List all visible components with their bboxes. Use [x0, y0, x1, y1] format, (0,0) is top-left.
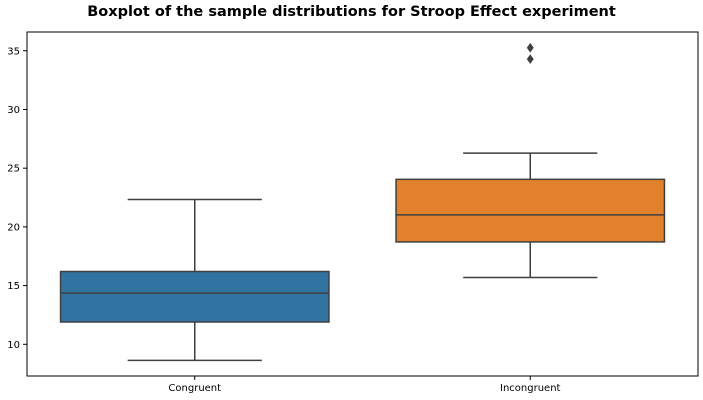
y-tick-label: 20 [7, 222, 20, 233]
y-tick-label: 35 [7, 46, 20, 57]
plot-frame [26, 31, 699, 377]
x-tick-label: Incongruent [500, 383, 561, 394]
y-tick-label: 25 [7, 164, 20, 175]
chart-title: Boxplot of the sample distributions for … [87, 4, 616, 20]
y-tick-label: 15 [7, 281, 20, 292]
y-tick-label: 30 [7, 105, 20, 116]
x-tick-label: Congruent [168, 383, 221, 394]
box-congruent [59, 198, 330, 362]
box-incongruent [395, 42, 666, 279]
outlier-point [526, 42, 534, 53]
x-axis: Congruent Incongruent [168, 376, 561, 394]
outlier-point [526, 54, 534, 65]
y-axis: 10 15 20 25 30 35 [7, 46, 27, 351]
y-tick-label: 10 [7, 340, 20, 351]
iqr-box [59, 270, 330, 323]
iqr-box [395, 178, 666, 243]
boxes-layer [59, 42, 666, 362]
